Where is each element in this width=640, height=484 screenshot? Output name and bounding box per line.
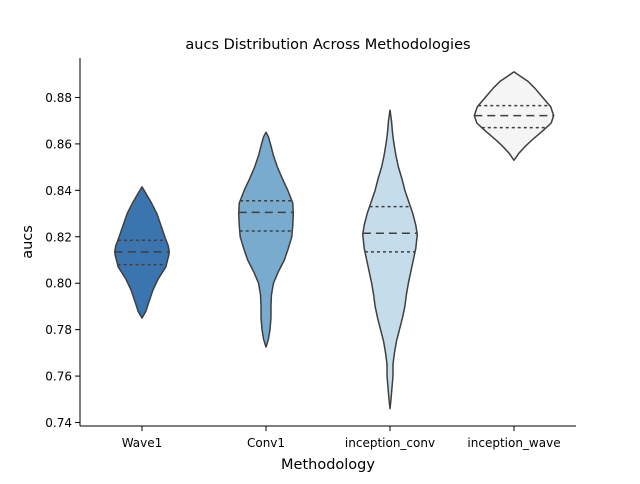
x-axis-label: Methodology bbox=[281, 457, 375, 473]
violin-body bbox=[361, 109, 419, 410]
y-axis-label: aucs bbox=[20, 225, 36, 259]
y-tick-label: 0.86 bbox=[45, 137, 72, 151]
y-tick-label: 0.80 bbox=[45, 277, 72, 291]
y-tick-label: 0.82 bbox=[45, 230, 72, 244]
violin-inception_wave bbox=[473, 71, 555, 161]
violin-Wave1 bbox=[113, 186, 171, 319]
chart-title: aucs Distribution Across Methodologies bbox=[185, 37, 470, 53]
y-tick-label: 0.88 bbox=[45, 91, 72, 105]
y-axis: 0.74 0.76 0.78 0.80 0.82 0.84 0.86 0.88 bbox=[45, 91, 80, 430]
x-tick-label: inception_wave bbox=[467, 436, 560, 450]
x-tick-label: Conv1 bbox=[247, 436, 285, 450]
y-tick-label: 0.74 bbox=[45, 416, 72, 430]
x-tick-label: Wave1 bbox=[122, 436, 163, 450]
x-tick-label: inception_conv bbox=[345, 436, 435, 450]
x-axis: Wave1 Conv1 inception_conv inception_wave bbox=[122, 426, 561, 450]
violin-body bbox=[237, 131, 295, 348]
y-tick-label: 0.76 bbox=[45, 370, 72, 384]
violin-Conv1 bbox=[237, 131, 295, 348]
violin-inception_conv bbox=[361, 109, 419, 410]
y-tick-label: 0.84 bbox=[45, 184, 72, 198]
violins-layer bbox=[113, 71, 555, 410]
y-tick-label: 0.78 bbox=[45, 323, 72, 337]
